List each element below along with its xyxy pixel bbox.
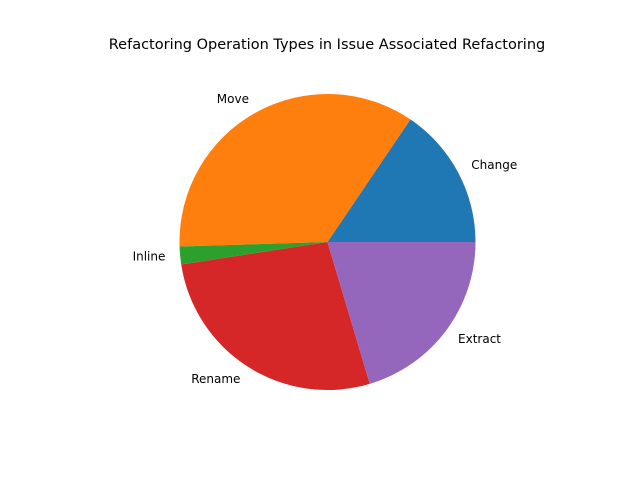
pie-label-extract: Extract — [458, 332, 501, 346]
pie-slice-change — [327, 119, 476, 242]
pie-slice-move — [179, 93, 411, 247]
chart-title: Refactoring Operation Types in Issue Ass… — [109, 37, 545, 53]
pie-slice-rename — [181, 242, 370, 390]
pie-label-rename: Rename — [191, 372, 240, 386]
pie-label-inline: Inline — [133, 249, 166, 263]
pie-label-move: Move — [217, 92, 249, 106]
pie-slice-inline — [179, 242, 328, 265]
pie-slices — [179, 93, 476, 390]
pie-label-change: Change — [471, 158, 517, 172]
pie-labels: Change Move Inline Rename Extract — [133, 92, 518, 386]
pie-slice-extract — [327, 242, 476, 384]
